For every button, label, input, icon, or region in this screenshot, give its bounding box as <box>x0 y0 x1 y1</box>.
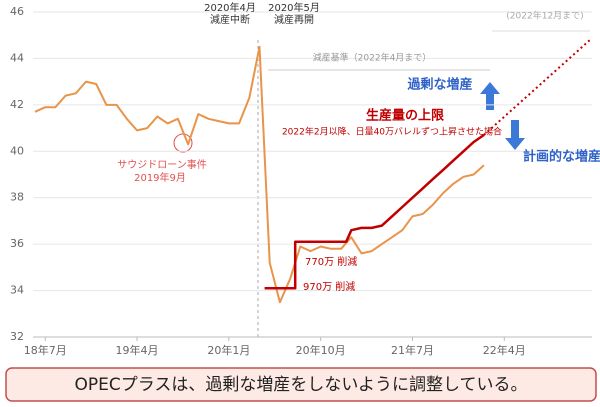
y-tick-label: 38 <box>10 191 24 204</box>
x-tick-label: 22年4月 <box>483 343 526 357</box>
y-tick-label: 36 <box>10 237 24 250</box>
x-tick-label: 19年4月 <box>116 343 159 357</box>
annotation: 2020年4月 <box>204 1 256 14</box>
x-tick-label: 20年10月 <box>296 343 346 357</box>
annotation: 2020年5月 <box>268 1 320 14</box>
annotation: 2019年9月 <box>134 171 186 184</box>
caption: OPECプラスは、過剰な増産をしないように調整している。 <box>74 375 527 395</box>
annotation: 減産再開 <box>274 13 314 26</box>
annotation: 2022年2月以降、日量40万バレルずつ上昇させた場合 <box>282 126 502 138</box>
annotation: サウジドローン事件 <box>117 158 207 171</box>
annotation: 過剰な増産 <box>406 77 472 93</box>
y-tick-label: 32 <box>10 330 24 343</box>
caption-box <box>5 367 597 402</box>
x-tick-label: 20年1月 <box>207 343 250 357</box>
series-line <box>264 133 485 290</box>
y-tick-label: 46 <box>10 5 24 18</box>
series-line <box>483 39 591 136</box>
x-tick-label: 18年7月 <box>24 343 67 357</box>
up-arrow <box>480 82 500 110</box>
series-line <box>34 45 485 304</box>
annotation: 計画的な増産 <box>523 149 600 165</box>
annotation: 減産中断 <box>210 13 250 26</box>
annotation: (2022年12月まで) <box>506 10 583 22</box>
annotation: 減産基準（2022年4月まで） <box>313 52 432 64</box>
annotation: 970万 削減 <box>303 280 355 293</box>
annotation: 770万 削減 <box>305 255 357 268</box>
annotation: 生産量の上限 <box>366 108 445 124</box>
down-arrow <box>505 120 525 150</box>
y-tick-label: 42 <box>10 98 24 111</box>
y-tick-label: 40 <box>10 144 24 157</box>
y-tick-label: 34 <box>10 284 24 297</box>
x-tick-label: 21年7月 <box>391 343 434 357</box>
y-tick-label: 44 <box>10 51 24 64</box>
